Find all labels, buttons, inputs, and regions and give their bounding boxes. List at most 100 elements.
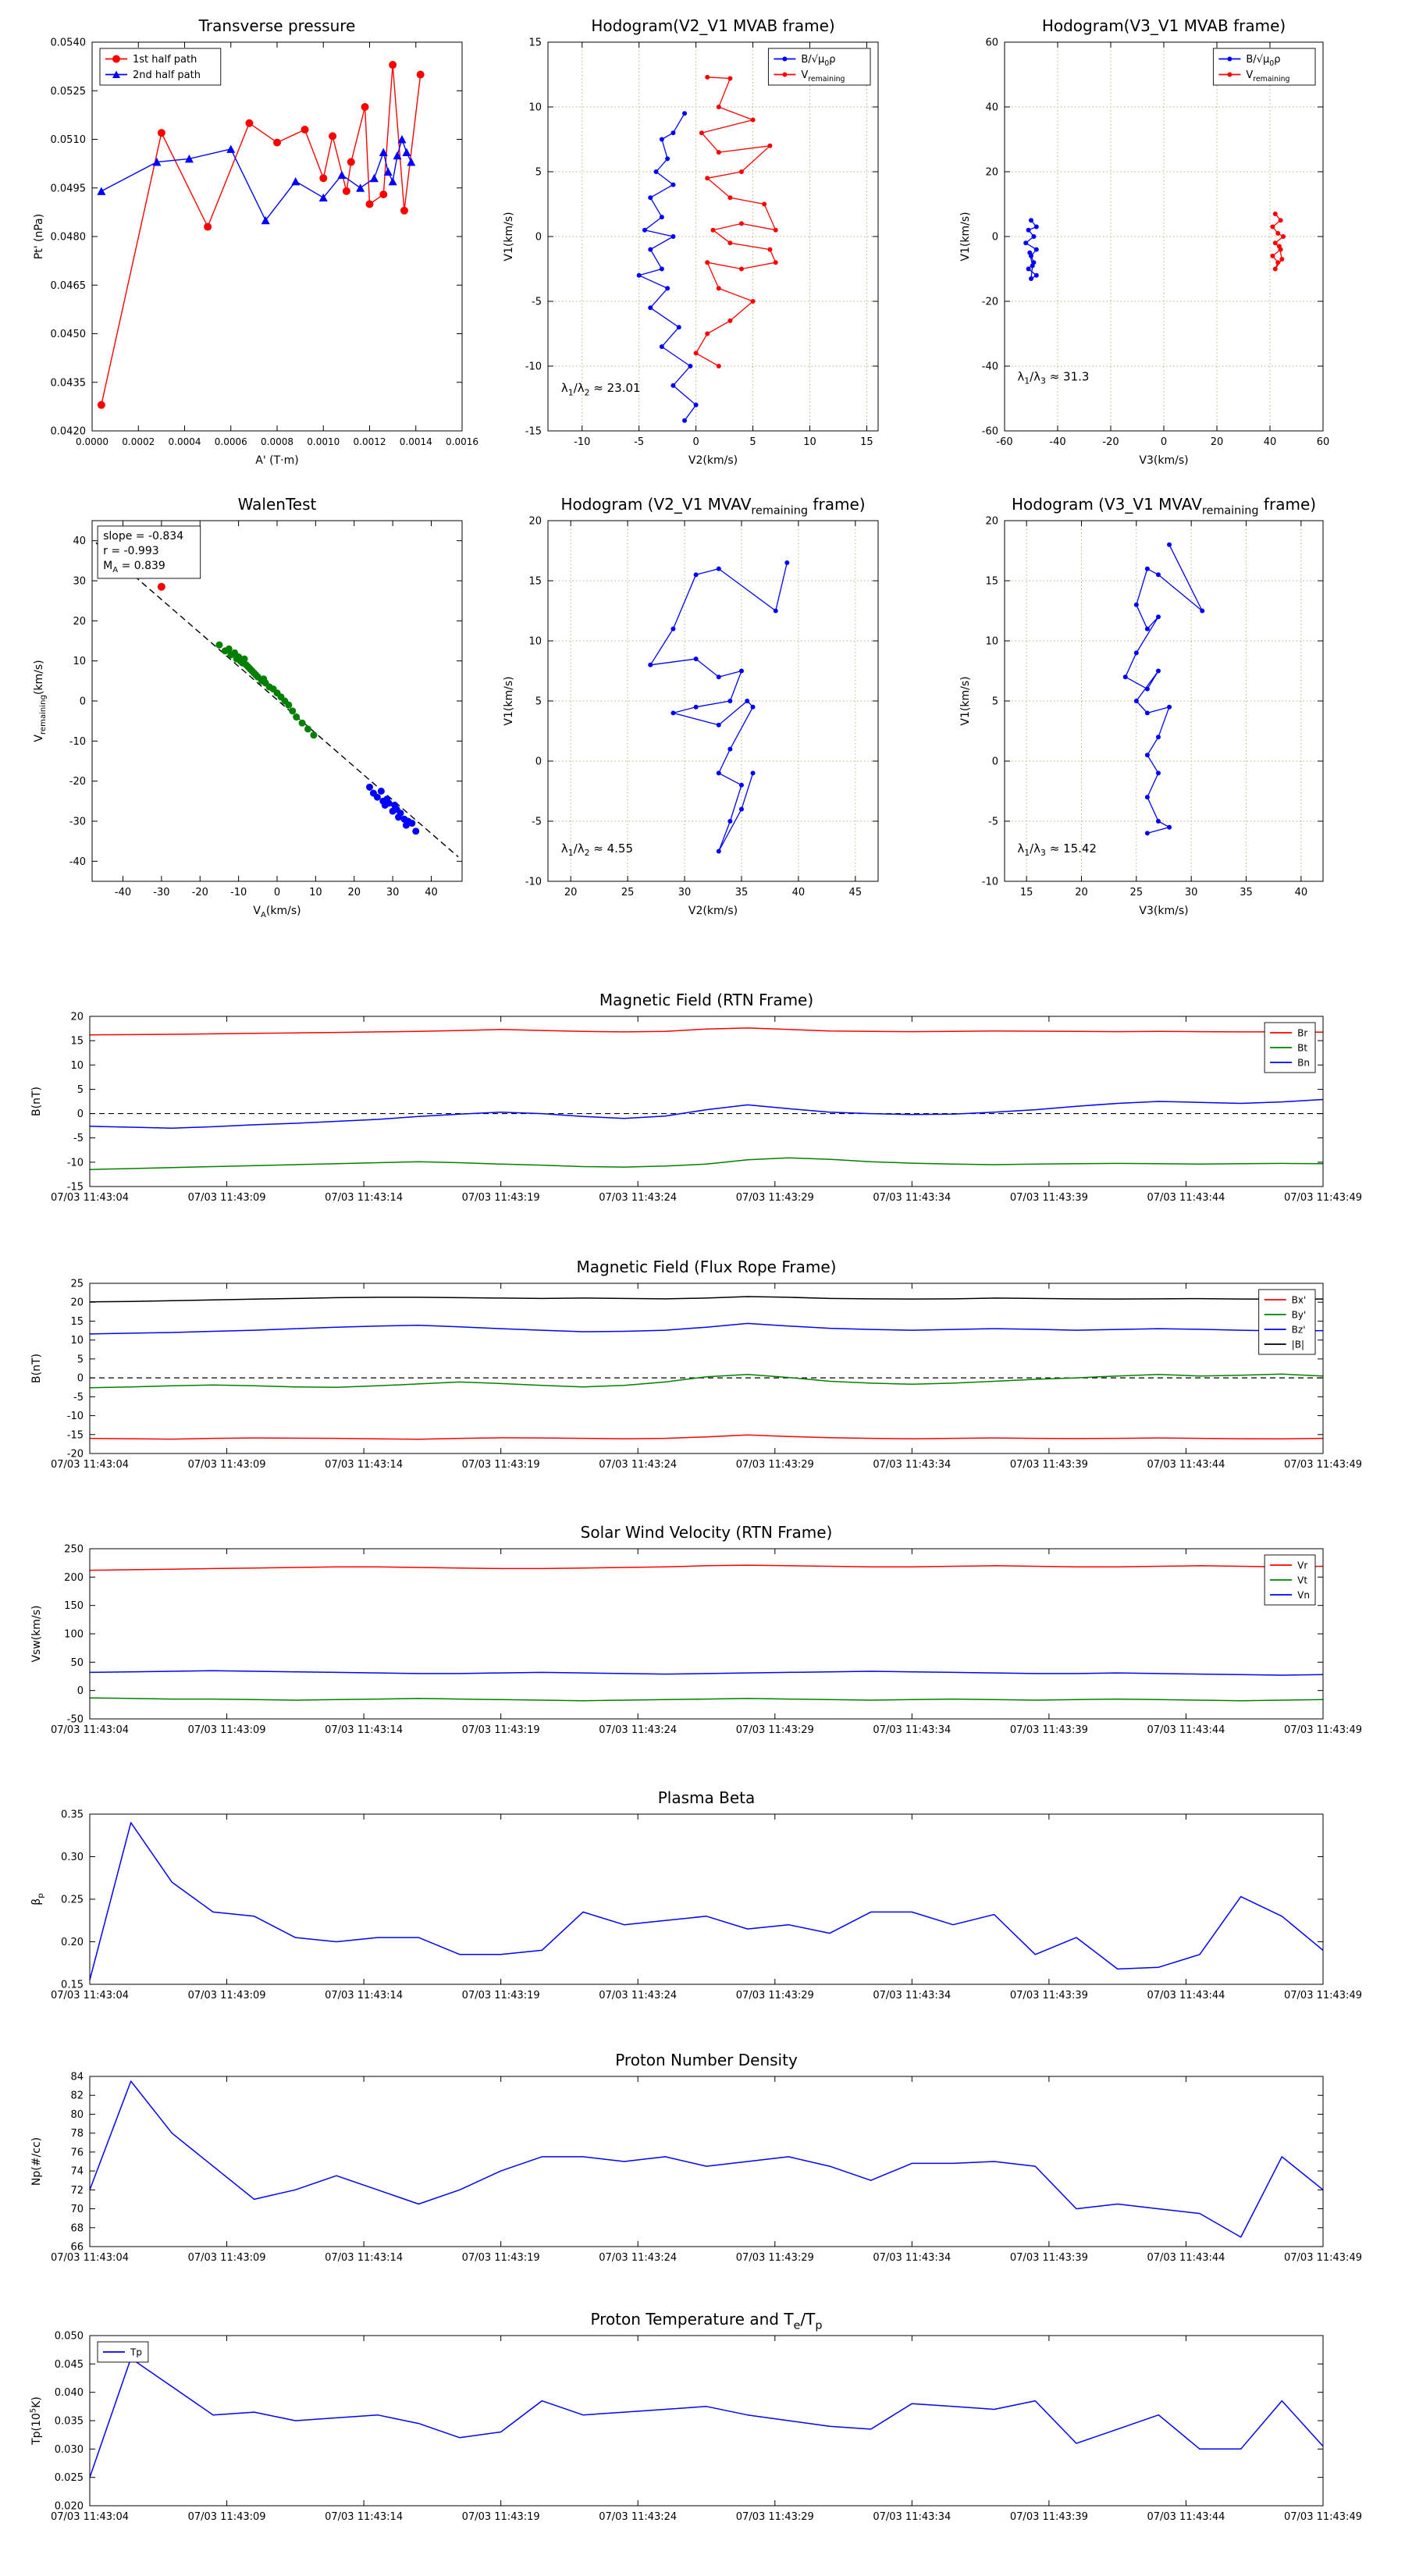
marker-dot: [1278, 218, 1283, 223]
x-tick-label: 07/03 11:43:44: [1147, 1724, 1225, 1736]
marker-dot: [710, 227, 716, 233]
x-tick-label: 0.0014: [400, 436, 432, 447]
x-tick-label: 07/03 11:43:09: [188, 2511, 266, 2523]
y-tick-label: 0.25: [61, 1895, 84, 1906]
x-tick-label: 35: [735, 887, 749, 898]
marker-dot: [738, 221, 744, 226]
y-tick-label: 0: [535, 232, 542, 244]
marker-triangle: [261, 215, 270, 225]
marker-dot: [670, 710, 676, 716]
y-tick-label: 0: [992, 232, 998, 244]
y-axis-label: Np(#/cc): [30, 2137, 43, 2186]
x-tick-label: 07/03 11:43:14: [325, 1990, 403, 2001]
y-tick-label: 0.020: [55, 2501, 84, 2513]
y-tick-label: 15: [70, 1316, 84, 1328]
marker-dot: [1144, 566, 1150, 571]
x-tick-label: 40: [792, 887, 806, 898]
plot-area: [90, 1814, 1323, 1984]
marker-dot: [1133, 699, 1139, 703]
marker-dot: [705, 74, 710, 80]
y-tick-label: 5: [535, 696, 542, 708]
y-tick-label: 30: [73, 576, 86, 588]
marker-triangle: [388, 176, 397, 186]
marker-dot: [727, 699, 733, 703]
marker-dot: [1200, 608, 1205, 614]
series-group: [89, 1822, 1324, 1980]
series-np: [89, 2080, 1324, 2238]
y-tick-label: -5: [532, 297, 542, 308]
marker-circle: [97, 400, 105, 409]
y-tick-label: -20: [69, 776, 86, 788]
marker-dot: [1033, 272, 1039, 278]
marker-dot: [670, 182, 676, 187]
marker-dot: [716, 150, 721, 155]
marker-dot: [727, 318, 733, 323]
marker-dot: [1144, 831, 1150, 836]
chart-hodogram-v2v1-mvav: 20 25 30 35 40 45 -10 -5 0 5 10 15 20 Hodogram (V2_V1…: [503, 495, 879, 917]
marker-dot: [408, 820, 416, 827]
x-tick-label: -40: [115, 887, 131, 898]
marker-circle: [319, 174, 328, 183]
chart-hodogram-v2v1-mvab: -10 -5 0 5 10 15 -15 -10 -5 0 5 10 15 Hodogram(V2_V1 …: [503, 16, 879, 467]
y-tick-label: 0.0480: [51, 232, 87, 244]
marker-triangle: [369, 173, 379, 183]
y-tick-label: 0.025: [55, 2472, 84, 2484]
y-axis-label: V1(km/s): [959, 676, 972, 725]
x-tick-label: 07/03 11:43:19: [462, 1459, 540, 1471]
marker-triangle: [383, 167, 393, 176]
marker-dot: [745, 699, 750, 703]
legend: 1st half path 2nd half path: [99, 48, 222, 86]
marker-dot: [1270, 224, 1275, 229]
chart-title: WalenTest: [238, 495, 317, 514]
marker-dot: [773, 608, 778, 614]
y-tick-label: -10: [69, 736, 86, 748]
marker-triangle: [397, 135, 407, 144]
marker-dot: [682, 418, 688, 423]
x-tick-label: 07/03 11:43:19: [462, 1724, 540, 1736]
x-tick-label: 15: [1020, 887, 1033, 898]
marker-triangle: [318, 193, 328, 202]
x-tick-label: 07/03 11:43:49: [1284, 1192, 1362, 1204]
marker-dot: [1133, 650, 1139, 656]
x-tick-label: 07/03 11:43:24: [599, 1990, 677, 2001]
marker-dot: [716, 722, 721, 728]
x-tick-label: 15: [860, 436, 873, 448]
x-tick-label: -60: [996, 436, 1012, 448]
marker-circle: [416, 70, 425, 79]
plot-area: [90, 1549, 1323, 1719]
y-tick-label: 20: [73, 616, 86, 628]
x-tick-label: 07/03 11:43:44: [1147, 2511, 1225, 2523]
legend-label: Vremaining: [801, 69, 845, 84]
y-tick-label: 0.0510: [51, 134, 87, 146]
x-tick-label: 07/03 11:43:09: [188, 1724, 266, 1736]
x-tick-label: 07/03 11:43:14: [325, 1459, 403, 1471]
series-vr: [89, 1564, 1324, 1571]
chart-plasma-beta: 07/03 11:43:04 07/03 11:43:09 07/03 11:43:…: [30, 1788, 1362, 2001]
y-tick-label: 40: [985, 102, 998, 114]
legend-label: 2nd half path: [133, 69, 201, 81]
marker-dot: [750, 704, 756, 710]
x-tick-label: 07/03 11:43:49: [1284, 2511, 1362, 2523]
marker-circle: [342, 187, 350, 195]
series-group: [89, 1027, 1324, 1170]
marker-dot: [659, 215, 664, 220]
x-tick-label: 07/03 11:43:39: [1010, 1724, 1088, 1736]
plot-area: [90, 1283, 1323, 1453]
series-bn: [89, 1098, 1324, 1130]
marker-dot: [727, 819, 733, 824]
x-tick-label: 07/03 11:43:14: [325, 2511, 403, 2523]
x-tick-label: 07/03 11:43:39: [1010, 2511, 1088, 2523]
x-tick-label: -30: [153, 887, 169, 898]
y-tick-label: 0: [992, 756, 998, 768]
y-tick-label: 100: [64, 1629, 84, 1641]
y-tick-label: 250: [64, 1544, 84, 1556]
chart-title: Magnetic Field (RTN Frame): [599, 991, 813, 1009]
marker-dot: [773, 227, 778, 233]
x-tick-label: -10: [230, 887, 247, 898]
y-tick-label: 20: [985, 167, 998, 179]
y-tick-label: 0.040: [55, 2387, 84, 2399]
marker-dot: [225, 645, 233, 653]
y-tick-label: 78: [70, 2128, 84, 2140]
x-tick-label: 07/03 11:43:29: [736, 1459, 814, 1471]
x-tick-label: -5: [634, 436, 644, 448]
